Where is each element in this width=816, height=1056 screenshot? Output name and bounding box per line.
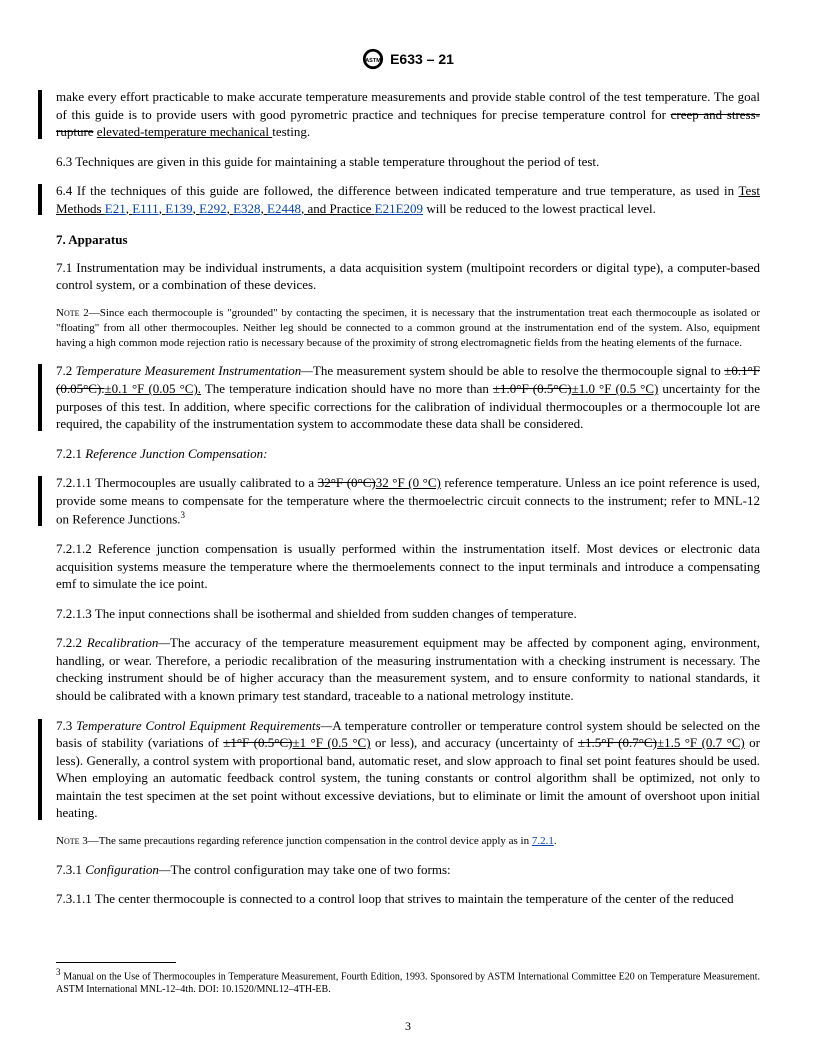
note-2: Note 2—Since each thermocouple is "groun… — [56, 306, 760, 351]
note-label: Note 2— — [56, 307, 100, 319]
link-e111[interactable]: E111 — [132, 201, 158, 216]
footnote-rule — [56, 962, 176, 963]
strike-link-e21: E21 — [375, 201, 396, 216]
footnote-3: 3 Manual on the Use of Thermocouples in … — [56, 967, 760, 996]
para-7-3-1-1: 7.3.1.1 The center thermocouple is conne… — [56, 890, 760, 908]
text: . — [554, 835, 557, 847]
text: will be reduced to the lowest practical … — [423, 201, 656, 216]
strike-text: 32°F (0°C) — [318, 475, 376, 490]
page-number: 3 — [0, 1018, 816, 1034]
para-7-2-1-3: 7.2.1.3 The input connections shall be i… — [56, 605, 760, 623]
link-7-2-1[interactable]: 7.2.1 — [532, 835, 554, 847]
run-in-title: Reference Junction Compensation: — [85, 446, 267, 461]
link-e21[interactable]: E21 — [105, 201, 126, 216]
num: 7.3 — [56, 718, 76, 733]
svg-text:ASTM: ASTM — [365, 58, 381, 64]
text: and — [308, 201, 330, 216]
page-header: ASTM E633 – 21 — [56, 48, 760, 70]
strike-text: ±1°F (0.5°C) — [223, 735, 292, 750]
para-7-2-1-2: 7.2.1.2 Reference junction compensation … — [56, 540, 760, 593]
num: 7.2.2 — [56, 635, 87, 650]
note-label: Note 3— — [56, 835, 99, 847]
link-e328[interactable]: E328 — [233, 201, 260, 216]
underline-text: ±1.5 °F (0.7 °C) — [657, 735, 745, 750]
text: make every effort practicable to make ac… — [56, 89, 760, 122]
run-in-title: Recalibration— — [87, 635, 170, 650]
text: Thermocouples are usually calibrated to … — [95, 475, 318, 490]
num: 7.3.1 — [56, 862, 85, 877]
note-3: Note 3—The same precautions regarding re… — [56, 834, 760, 849]
designation: E633 – 21 — [390, 50, 454, 69]
intro-paragraph: make every effort practicable to make ac… — [56, 88, 760, 141]
num: 7.2.1 — [56, 446, 85, 461]
num: 7.2 — [56, 363, 76, 378]
section-7-heading: 7. Apparatus — [56, 231, 760, 249]
text: 6.4 If the techniques of this guide are … — [56, 183, 739, 198]
text: The temperature indication should have n… — [201, 381, 493, 396]
underline-text: ±0.1 °F (0.05 °C). — [105, 381, 202, 396]
num: 7.2.1.1 — [56, 475, 95, 490]
underline-text: Practice — [330, 201, 375, 216]
link-e2448[interactable]: E2448 — [267, 201, 301, 216]
underline-text: ±1.0 °F (0.5 °C) — [572, 381, 659, 396]
run-in-title: Configuration— — [85, 862, 170, 877]
run-in-title: Temperature Control Equipment Requiremen… — [76, 718, 332, 733]
underline-text: elevated-temperature mechanical — [97, 124, 272, 139]
para-6-3: 6.3 Techniques are given in this guide f… — [56, 153, 760, 171]
para-7-2-1: 7.2.1 Reference Junction Compensation: — [56, 445, 760, 463]
strike-text: ±1.5°F (0.7°C) — [578, 735, 657, 750]
para-7-2: 7.2 Temperature Measurement Instrumentat… — [56, 362, 760, 432]
footnote-text: Manual on the Use of Thermocouples in Te… — [56, 971, 760, 995]
astm-logo-icon: ASTM — [362, 48, 384, 70]
para-7-3: 7.3 Temperature Control Equipment Requir… — [56, 717, 760, 822]
text: or less), and accuracy (uncertainty of — [371, 735, 578, 750]
para-7-2-2: 7.2.2 Recalibration—The accuracy of the … — [56, 634, 760, 704]
para-7-3-1: 7.3.1 Configuration—The control configur… — [56, 861, 760, 879]
para-7-1: 7.1 Instrumentation may be individual in… — [56, 259, 760, 294]
note-text: Since each thermocouple is "grounded" by… — [56, 307, 760, 349]
footnote-ref: 3 — [181, 510, 186, 520]
text: testing. — [272, 124, 310, 139]
underline-text: 32 °F (0 °C) — [376, 475, 441, 490]
note-text: The same precautions regarding reference… — [99, 835, 532, 847]
underline-text: ±1 °F (0.5 °C) — [292, 735, 370, 750]
link-e292[interactable]: E292 — [199, 201, 226, 216]
link-e209[interactable]: E209 — [396, 201, 423, 216]
link-e139[interactable]: E139 — [165, 201, 192, 216]
strike-text: ±1.0°F (0.5°C) — [493, 381, 572, 396]
run-in-title: Temperature Measurement Instrumentation— — [76, 363, 313, 378]
text: The control configuration may take one o… — [171, 862, 451, 877]
para-7-2-1-1: 7.2.1.1 Thermocouples are usually calibr… — [56, 474, 760, 528]
para-6-4: 6.4 If the techniques of this guide are … — [56, 182, 760, 217]
footnote-area: 3 Manual on the Use of Thermocouples in … — [56, 962, 760, 996]
text: The measurement system should be able to… — [313, 363, 724, 378]
